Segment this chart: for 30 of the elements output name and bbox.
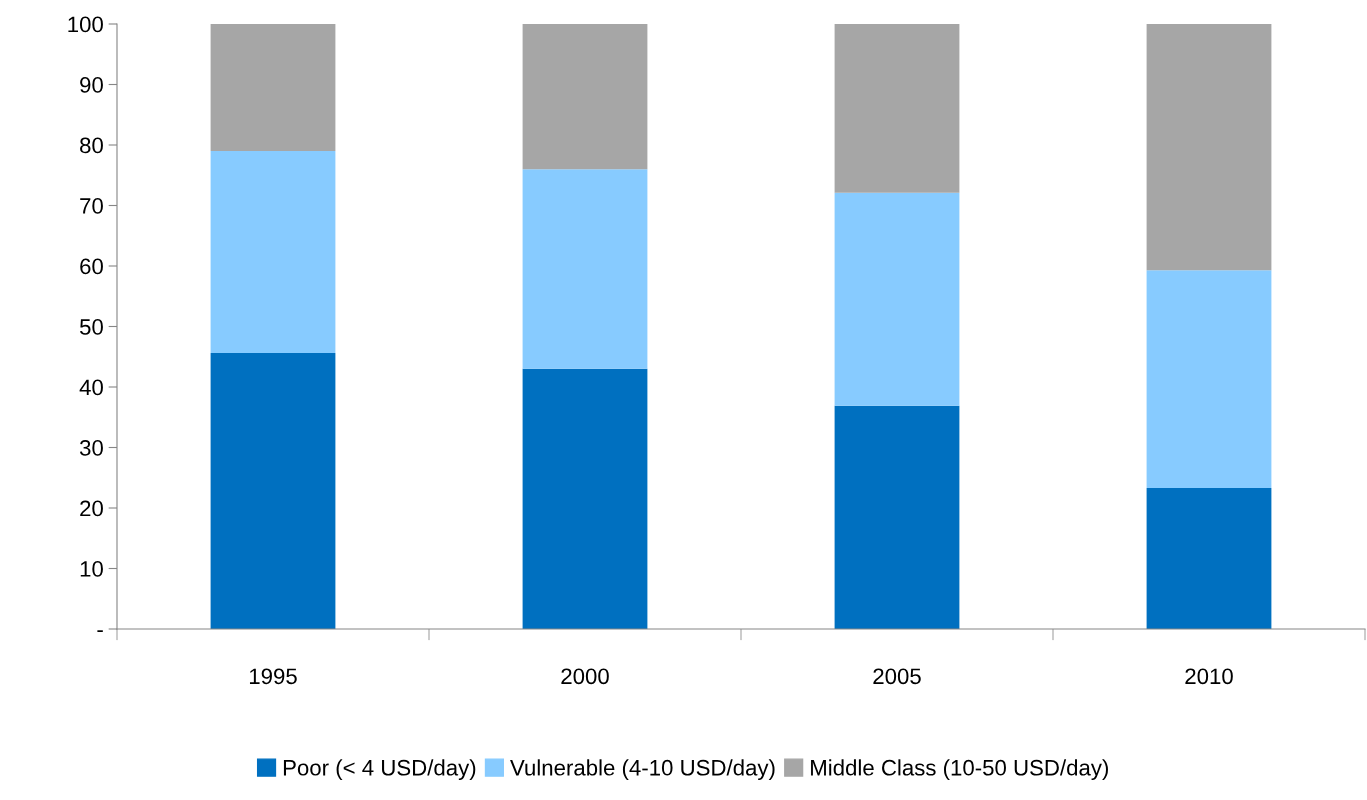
bar	[834, 405, 960, 629]
y-tick-label: 10	[80, 561, 103, 577]
bar	[1146, 24, 1272, 271]
x-tick-label: 1995	[249, 668, 297, 685]
y-tick-label: 60	[80, 258, 103, 275]
legend-label: Vulnerable (4-10 USD/day)	[510, 759, 775, 780]
y-tick-label: 80	[80, 137, 103, 154]
y-tick-label: 70	[80, 198, 103, 214]
y-tick-label: -	[97, 630, 103, 633]
y-tick-label: 40	[79, 379, 103, 396]
x-tick-label: 2010	[1185, 668, 1233, 685]
y-tick-label: 90	[80, 77, 103, 93]
y-tick-label: 50	[79, 319, 103, 335]
bar	[210, 24, 336, 152]
y-tick-label: 100	[68, 16, 103, 33]
y-tick-label: 20	[80, 500, 103, 517]
x-tick-label: 2000	[561, 668, 609, 685]
bar	[522, 24, 648, 170]
legend-label: Poor (< 4 USD/day)	[283, 759, 476, 780]
bar	[834, 24, 960, 193]
bar	[1146, 488, 1272, 629]
bar	[210, 353, 336, 629]
bar	[1146, 270, 1272, 489]
bar	[522, 368, 648, 629]
y-tick-label: 30	[79, 440, 103, 456]
bar	[210, 151, 336, 354]
bar	[522, 169, 648, 369]
legend-label: Middle Class (10-50 USD/day)	[811, 759, 1108, 780]
x-tick-label: 2005	[873, 668, 921, 685]
bar	[834, 192, 960, 406]
